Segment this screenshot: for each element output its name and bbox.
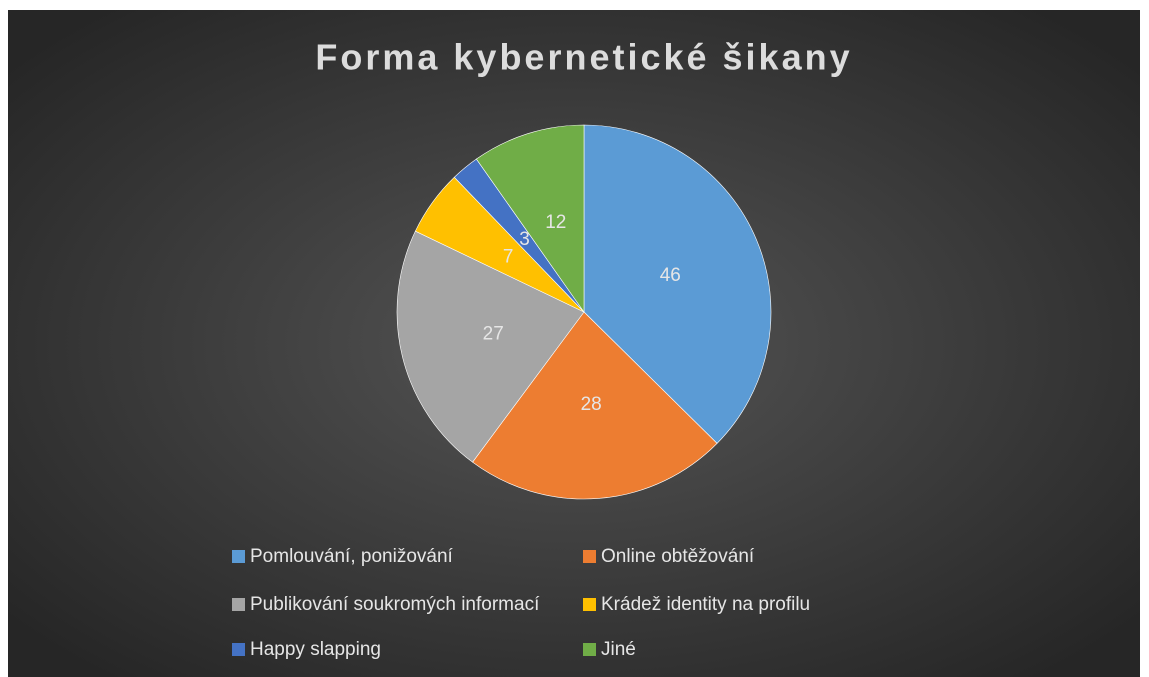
data-label: 12 — [545, 212, 566, 233]
legend-swatch — [583, 643, 596, 656]
legend-swatch — [583, 598, 596, 611]
legend-label: Jiné — [601, 639, 636, 660]
legend-swatch — [232, 550, 245, 563]
legend-label: Publikování soukromých informací — [250, 594, 540, 615]
chart-title: Forma kybernetické šikany — [315, 37, 852, 78]
pie-slice — [583, 124, 772, 444]
pie-slice — [475, 124, 585, 313]
pie-slice — [472, 311, 718, 500]
legend-label: Pomlouvání, ponižování — [250, 546, 454, 567]
legend-swatch — [583, 550, 596, 563]
data-label: 27 — [483, 323, 504, 344]
data-label: 7 — [503, 246, 514, 267]
data-label: 46 — [660, 265, 681, 286]
legend-label: Happy slapping — [250, 639, 381, 660]
legend-label: Online obtěžování — [601, 546, 755, 567]
legend-label: Krádež identity na profilu — [601, 594, 810, 615]
data-label: 3 — [519, 229, 530, 250]
data-label: 28 — [581, 394, 602, 415]
legend-swatch — [232, 643, 245, 656]
legend-swatch — [232, 598, 245, 611]
pie-slice — [396, 230, 585, 463]
